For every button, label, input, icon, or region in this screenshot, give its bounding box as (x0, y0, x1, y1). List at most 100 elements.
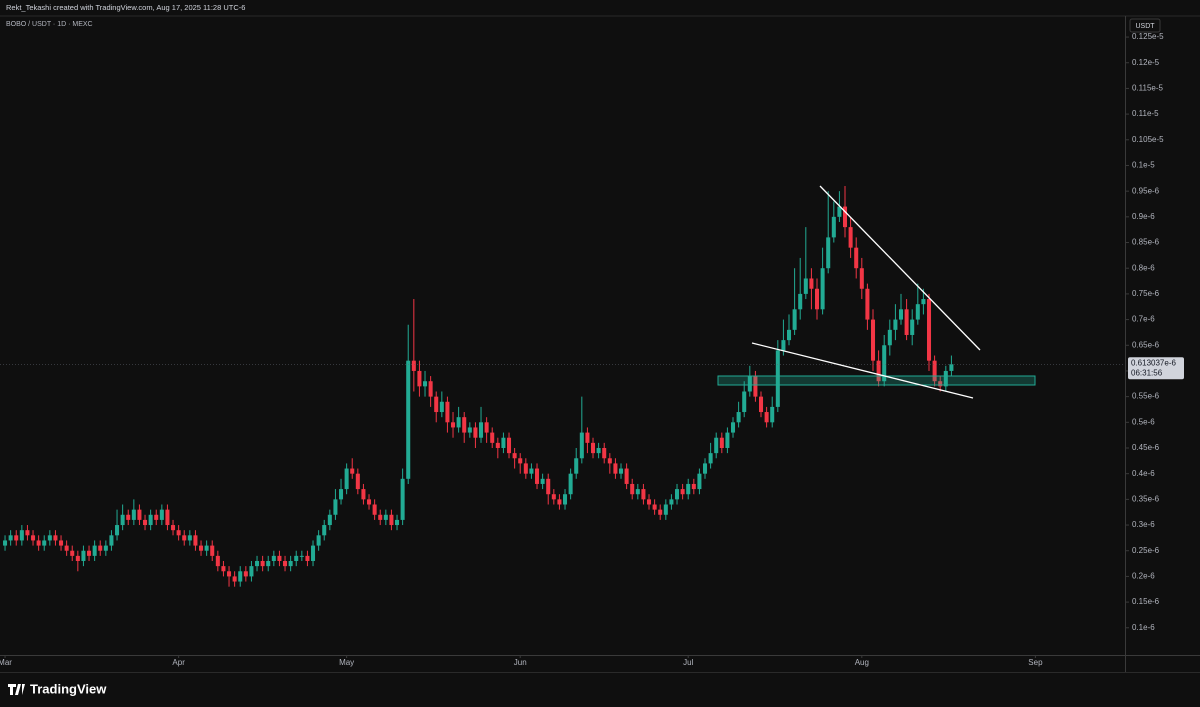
candle-body (215, 555, 220, 567)
candle-body (563, 494, 568, 505)
candle-body (730, 422, 736, 433)
candle-body (495, 442, 500, 448)
candle-body (193, 535, 198, 546)
candle-body (70, 550, 75, 556)
candle-body (277, 555, 282, 561)
candle-body (294, 555, 299, 561)
candle-body (540, 478, 545, 484)
y-tick-label: 0.7e-6 (1132, 315, 1155, 324)
candle-body (451, 422, 456, 428)
candle-body (47, 535, 52, 541)
candle-body (574, 458, 579, 474)
candle-body (400, 478, 405, 520)
candle-body (814, 288, 820, 310)
candle-body (641, 489, 646, 500)
candle-body (333, 499, 338, 515)
candle-body (535, 468, 540, 484)
y-tick-label: 0.85e-6 (1132, 238, 1160, 247)
candle-body (210, 545, 215, 556)
candle-body (809, 278, 814, 289)
candle-body (568, 473, 573, 495)
candle-body (938, 381, 943, 387)
brand: TradingView (30, 681, 107, 696)
y-tick-label: 0.1e-5 (1132, 161, 1155, 170)
candle-body (697, 473, 702, 490)
candle-body (551, 494, 556, 500)
candle-body (36, 540, 41, 546)
lower-trendline (751, 342, 974, 399)
candle-body (579, 432, 584, 459)
candle-body (518, 458, 523, 464)
candle-body (243, 571, 248, 577)
candle-body (490, 432, 495, 443)
candle-body (831, 216, 836, 238)
candle-body (702, 463, 708, 474)
y-tick-label: 0.115e-5 (1132, 84, 1164, 93)
candle-body (361, 489, 366, 500)
x-tick-label: Sep (1028, 658, 1043, 667)
candle-body (529, 468, 534, 474)
candle-body (372, 504, 377, 515)
drawings (717, 185, 1036, 399)
candle-body (266, 560, 271, 567)
y-tick-label: 0.4e-6 (1132, 469, 1155, 478)
candle-body (742, 391, 747, 413)
candle-body (423, 381, 428, 387)
candle-body (283, 560, 288, 567)
candle-body (137, 509, 142, 520)
candle-body (882, 345, 887, 382)
candle-body (31, 535, 36, 541)
candle-body (820, 268, 825, 310)
candle-body (893, 319, 898, 330)
y-tick-label: 0.3e-6 (1132, 520, 1155, 529)
candle-body (53, 535, 58, 541)
upper-trendline (819, 185, 981, 351)
candle-body (630, 483, 635, 495)
candle-body (126, 514, 131, 520)
candle-body (865, 288, 870, 320)
y-tick-label: 0.75e-6 (1132, 289, 1160, 298)
candle-body (378, 514, 383, 520)
candle-body (854, 247, 859, 269)
candle-body (473, 427, 478, 438)
candle-body (182, 535, 187, 541)
candle-body (59, 540, 64, 546)
candle-body (428, 381, 433, 397)
y-tick-label: 0.5e-6 (1132, 417, 1155, 426)
candle-body (19, 530, 24, 541)
candle-body (512, 453, 517, 459)
candle-body (607, 458, 612, 464)
candle-body (770, 406, 775, 423)
candle-body (14, 535, 19, 541)
y-tick-label: 0.12e-5 (1132, 58, 1160, 67)
candle-body (753, 376, 758, 397)
candle-body (120, 514, 125, 526)
candle-body (42, 540, 47, 546)
candle-body (585, 432, 590, 443)
candle-body (148, 514, 153, 526)
candle-body (305, 555, 310, 561)
candle-body (159, 509, 164, 520)
candle-body (725, 432, 730, 448)
candle-body (406, 360, 411, 479)
candle-body (344, 468, 349, 490)
candle-body (859, 268, 864, 289)
header: Rekt_Tekashi created with TradingView.co… (6, 3, 245, 12)
candle-body (456, 417, 461, 428)
candle-body (781, 340, 786, 351)
candle-body (98, 545, 103, 551)
candle-body (635, 489, 640, 495)
currency-box (1129, 18, 1161, 33)
candle-body (719, 437, 724, 448)
candle-body (311, 545, 316, 561)
candle-body (663, 504, 668, 515)
candle-body (299, 555, 304, 557)
candle-body (165, 509, 170, 526)
x-tick-label: Jul (683, 658, 693, 667)
candle-body (647, 499, 652, 505)
candle-body (411, 360, 416, 371)
candle-body (131, 509, 136, 520)
candle-body (557, 499, 562, 505)
